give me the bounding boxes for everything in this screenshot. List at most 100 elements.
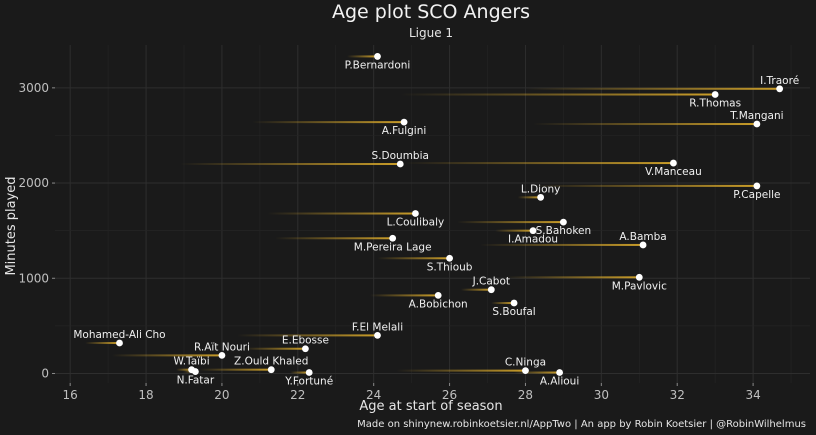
player-trail: [267, 212, 416, 215]
player-point: [753, 182, 761, 190]
axis-ticks: 16 18 20 22 24 26 28 30 32 34 0 1000 2000 3000: [18, 81, 760, 402]
player-points: [116, 53, 784, 376]
x-tick-label: 16: [63, 388, 78, 402]
player-point: [776, 85, 784, 93]
player-trails: [85, 55, 780, 374]
player-trail: [290, 371, 310, 374]
player-label: Z.Ould Khaled: [234, 356, 308, 368]
player-trail: [176, 368, 192, 371]
player-label: S.Doumbia: [372, 150, 429, 162]
player-point: [191, 368, 199, 375]
x-tick-label: 34: [745, 388, 760, 402]
player-label: I.Traoré: [760, 75, 799, 87]
player-point: [556, 369, 563, 376]
player-trail: [369, 294, 439, 297]
x-tick-label: 28: [518, 388, 533, 402]
player-trail: [275, 237, 393, 240]
player-label: C.Ninga: [505, 357, 546, 369]
player-trail: [85, 342, 120, 345]
player-point: [446, 254, 453, 262]
player-label: S.Boufal: [492, 306, 535, 318]
x-tick-label: 20: [214, 388, 229, 402]
player-label: R.Aït Nouri: [194, 341, 250, 353]
player-point: [639, 241, 647, 249]
chart-subtitle: Ligue 1: [409, 26, 453, 40]
player-label: S.Bahoken: [536, 225, 592, 237]
player-trail: [252, 121, 405, 124]
player-trail: [400, 93, 716, 96]
player-trail: [244, 347, 306, 350]
y-tick-label: 0: [41, 366, 49, 380]
player-point: [537, 193, 545, 201]
player-label: V.Manceau: [645, 166, 702, 178]
player-trail: [347, 55, 378, 58]
player-point: [753, 120, 761, 128]
player-trail: [514, 371, 560, 374]
player-point: [218, 351, 226, 359]
player-trail: [479, 243, 644, 246]
player-label: I.Amadou: [508, 234, 558, 246]
player-label: L.Coulibaly: [387, 217, 445, 229]
player-label: P.Capelle: [733, 189, 780, 201]
player-point: [434, 292, 442, 299]
player-trail: [180, 163, 401, 166]
player-label: Mohamed-Ali Cho: [73, 329, 165, 341]
player-point: [389, 234, 397, 242]
player-label: J.Cabot: [472, 276, 510, 288]
player-point: [559, 218, 567, 226]
player-label: L.Diony: [521, 183, 560, 195]
player-label: A.Bobichon: [409, 298, 468, 310]
player-trail: [517, 196, 541, 199]
player-trail: [199, 368, 272, 371]
x-tick-label: 24: [366, 388, 381, 402]
player-point: [670, 159, 677, 167]
player-trail: [237, 334, 378, 337]
player-trail: [506, 276, 640, 279]
player-point: [267, 366, 275, 374]
player-point: [711, 91, 719, 98]
player-label: Y.Fortuné: [284, 376, 333, 388]
player-trail: [533, 123, 757, 126]
y-axis-title: Minutes played: [4, 176, 19, 275]
x-tick-label: 26: [442, 388, 457, 402]
player-label: T.Mangani: [729, 110, 783, 122]
player-trail: [457, 221, 564, 224]
player-label: F.El Melali: [352, 321, 403, 333]
chart-title: Age plot SCO Angers: [332, 1, 530, 23]
player-trail: [377, 257, 450, 260]
player-label: R.Thomas: [689, 98, 741, 110]
player-trail: [491, 302, 515, 305]
player-label: M.Pavlovic: [612, 280, 667, 292]
x-tick-label: 22: [290, 388, 305, 402]
y-tick-label: 2000: [18, 176, 49, 190]
x-tick-label: 30: [594, 388, 609, 402]
player-labels: P.Bernardoni I.Traoré R.Thomas A.Fulgini T.M…: [73, 59, 799, 387]
chart-caption: Made on shinynew.robinkoetsier.nl/AppTwo…: [357, 419, 806, 430]
y-tick-label: 3000: [18, 81, 49, 95]
player-trail: [460, 288, 492, 291]
grid-lines: [55, 45, 810, 383]
y-tick-label: 1000: [18, 271, 49, 285]
player-label: A.Fulgini: [382, 125, 427, 137]
player-point: [116, 339, 123, 347]
player-label: P.Bernardoni: [345, 59, 411, 71]
player-point: [400, 118, 408, 126]
player-point: [487, 286, 495, 294]
player-point: [305, 369, 313, 376]
player-trail: [495, 229, 534, 232]
player-label: E.Ebosse: [282, 335, 329, 347]
player-point: [396, 160, 404, 168]
player-trail: [404, 162, 674, 165]
player-point: [522, 367, 529, 375]
player-trail: [111, 354, 222, 357]
player-label: W.Taïbi: [174, 356, 210, 368]
player-point: [374, 331, 381, 339]
player-label: N.Fatar: [177, 375, 215, 387]
x-axis-title: Age at start of season: [359, 399, 502, 414]
player-label: A.Alioui: [540, 376, 579, 388]
player-label: A.Bamba: [619, 231, 666, 243]
player-trail: [533, 184, 757, 187]
player-point: [374, 53, 381, 60]
player-trail: [396, 369, 526, 372]
